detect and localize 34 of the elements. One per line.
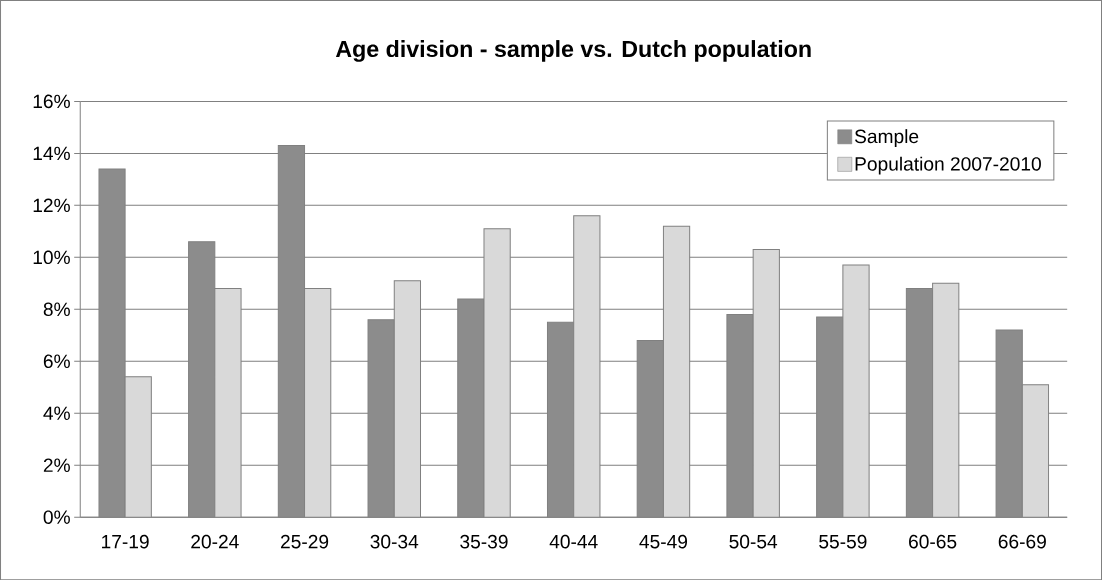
x-tick-label: 35-39 <box>460 534 508 549</box>
bar <box>842 264 870 518</box>
x-tick-label: 30-34 <box>370 534 419 549</box>
bar <box>573 215 601 518</box>
x-tick-label: 45-49 <box>639 534 688 549</box>
legend-label: Sample <box>854 128 919 147</box>
y-tick-label: 0% <box>43 510 70 524</box>
y-tick-label: 16% <box>33 94 70 109</box>
bar <box>483 228 511 518</box>
x-tick-label: 20-24 <box>191 534 239 549</box>
bar <box>393 280 422 518</box>
x-tick-label: 60-65 <box>909 534 957 549</box>
bar <box>304 287 332 518</box>
x-tick-label: 50-54 <box>729 534 778 549</box>
x-tick-label: 25-29 <box>280 534 329 549</box>
bar <box>932 282 960 518</box>
bar <box>752 248 780 518</box>
y-tick-label: 6% <box>43 354 70 368</box>
bar <box>662 225 691 518</box>
x-tick-label: 40-44 <box>549 534 598 549</box>
x-tick-label: 55-59 <box>819 534 867 549</box>
y-tick-label: 14% <box>33 146 70 160</box>
y-tick-label: 12% <box>33 198 70 212</box>
bar <box>124 376 152 518</box>
y-tick-label: 10% <box>33 250 70 264</box>
bar <box>1021 384 1050 518</box>
bar <box>214 287 242 518</box>
chart-title: Age division - sample vs. Dutch population <box>335 39 811 62</box>
y-tick-label: 4% <box>43 406 70 420</box>
x-tick-label: 66-69 <box>998 534 1046 549</box>
y-tick-label: 2% <box>43 458 70 472</box>
y-tick-label: 8% <box>43 302 70 316</box>
x-tick-label: 17-19 <box>102 534 149 549</box>
legend-label: Population 2007-2010 <box>855 156 1041 175</box>
